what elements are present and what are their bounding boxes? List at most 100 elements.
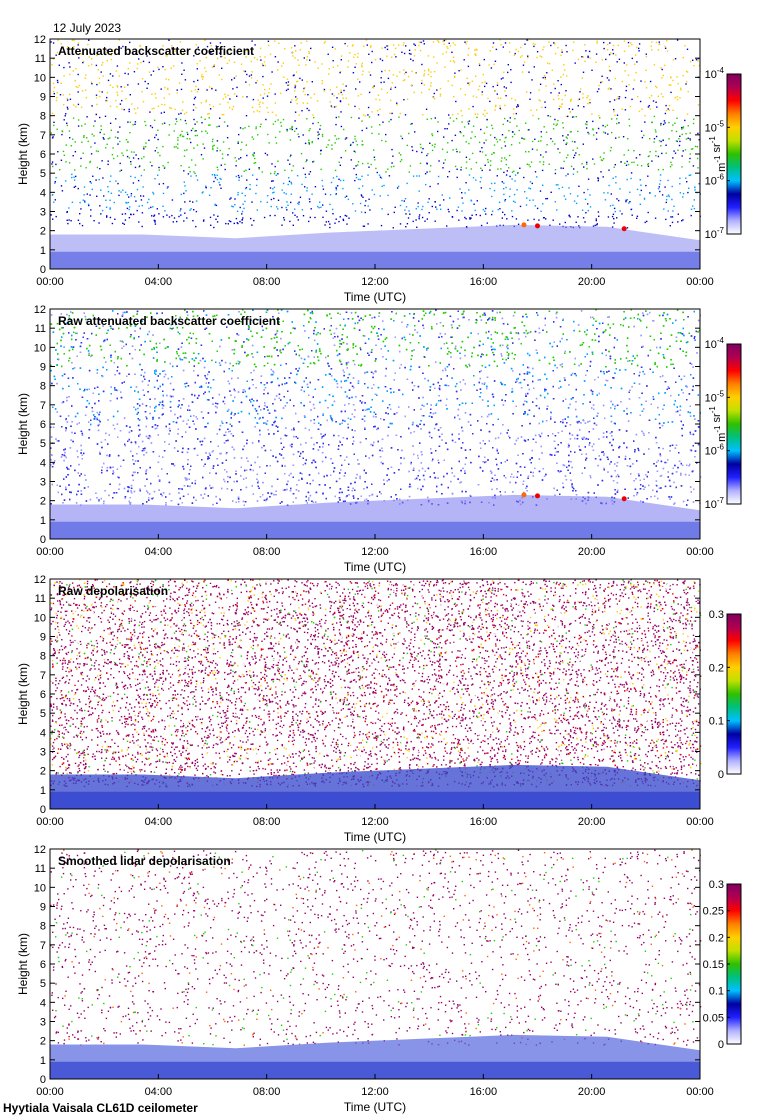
y-tick-label: 1 xyxy=(40,785,46,797)
y-tick-label: 0 xyxy=(40,264,46,276)
y-tick-label: 12 xyxy=(34,34,46,46)
y-tick-label: 6 xyxy=(40,959,46,971)
y-tick-label: 3 xyxy=(40,477,46,489)
colorbar-tick-label: 10-5 xyxy=(705,389,725,404)
y-axis-label: Height (km) xyxy=(16,393,30,455)
x-tick-label: 00:00 xyxy=(686,546,714,558)
colorbar-tick-label: 0 xyxy=(718,1039,724,1051)
y-tick-label: 10 xyxy=(34,342,46,354)
x-tick-label: 20:00 xyxy=(578,546,606,558)
y-tick-label: 11 xyxy=(35,863,46,875)
colorbar-tick-label: 0.25 xyxy=(703,906,724,918)
y-tick-label: 6 xyxy=(40,689,46,701)
y-axis-label: Height (km) xyxy=(16,663,30,725)
y-tick-label: 5 xyxy=(40,708,46,720)
panel-title: Attenuated backscatter coefficient xyxy=(58,44,254,58)
panel-title: Raw depolarisation xyxy=(58,584,168,598)
y-axis-label: Height (km) xyxy=(16,933,30,995)
ceilometer-figure: 012345678910111200:00 04:00 08:00 12:00 16:0… xyxy=(0,0,780,1120)
y-tick-label: 6 xyxy=(40,149,46,161)
y-tick-label: 1 xyxy=(40,1055,46,1067)
y-tick-label: 12 xyxy=(34,844,46,856)
colorbar-tick-label: 0.2 xyxy=(709,932,724,944)
x-axis-label: Time (UTC) xyxy=(344,1100,406,1114)
x-tick-label: 08:00 xyxy=(253,1086,281,1098)
y-tick-label: 10 xyxy=(34,72,46,84)
colorbar-tick-label: 0.05 xyxy=(703,1012,724,1024)
x-tick-label: 04:00 xyxy=(145,1086,173,1098)
colorbar-tick-label: 10-4 xyxy=(705,336,725,351)
x-tick-label: 12:00 xyxy=(361,546,389,558)
x-tick-label: 16:00 xyxy=(470,1086,498,1098)
x-tick-label: 00:00 xyxy=(36,546,64,558)
x-tick-label: 12:00 xyxy=(361,816,389,828)
cloud-cell xyxy=(535,223,540,228)
x-tick-label: 00:00 xyxy=(36,276,64,288)
cloud-cell xyxy=(622,496,627,501)
y-tick-label: 4 xyxy=(40,457,46,469)
y-tick-label: 6 xyxy=(40,419,46,431)
y-tick-label: 3 xyxy=(40,747,46,759)
y-tick-label: 0 xyxy=(40,804,46,816)
cloud-cell xyxy=(521,222,526,227)
x-tick-label: 00:00 xyxy=(36,816,64,828)
y-tick-label: 9 xyxy=(40,92,46,104)
y-tick-label: 7 xyxy=(40,130,46,142)
colorbar-tick-label: 0.3 xyxy=(709,609,724,621)
x-tick-label: 08:00 xyxy=(253,276,281,288)
y-tick-label: 3 xyxy=(40,1017,46,1029)
y-tick-label: 4 xyxy=(40,997,46,1009)
y-axis-label: Height (km) xyxy=(16,123,30,185)
x-tick-label: 08:00 xyxy=(253,546,281,558)
panel-title: Raw attenuated backscatter coefficient xyxy=(58,314,280,328)
colorbar-tick-label: 0.1 xyxy=(709,986,724,998)
x-tick-label: 00:00 xyxy=(36,1086,64,1098)
x-tick-label: 08:00 xyxy=(253,816,281,828)
x-tick-label: 20:00 xyxy=(578,276,606,288)
colorbar-tick-label: 10-6 xyxy=(705,173,725,188)
y-tick-label: 5 xyxy=(40,168,46,180)
y-tick-label: 11 xyxy=(35,53,46,65)
y-tick-label: 7 xyxy=(40,940,46,952)
cloud-cell xyxy=(521,492,526,497)
colorbar-tick-label: 0.3 xyxy=(709,879,724,891)
y-tick-label: 2 xyxy=(40,766,46,778)
x-tick-label: 20:00 xyxy=(578,1086,606,1098)
y-tick-label: 10 xyxy=(34,882,46,894)
x-tick-label: 04:00 xyxy=(145,276,173,288)
x-tick-label: 04:00 xyxy=(145,546,173,558)
x-tick-label: 16:00 xyxy=(470,276,498,288)
y-tick-label: 11 xyxy=(35,323,46,335)
y-tick-label: 8 xyxy=(40,381,46,393)
y-tick-label: 10 xyxy=(34,612,46,624)
y-tick-label: 2 xyxy=(40,1036,46,1048)
x-axis-label: Time (UTC) xyxy=(344,830,406,844)
x-tick-label: 04:00 xyxy=(145,816,173,828)
colorbar-tick-label: 0.15 xyxy=(703,959,724,971)
y-tick-label: 8 xyxy=(40,651,46,663)
colorbar-tick-label: 10-4 xyxy=(705,66,725,81)
panel-title: Smoothed lidar depolarisation xyxy=(58,854,231,868)
cloud-cell xyxy=(622,226,627,231)
colorbar-tick-label: 0.2 xyxy=(709,662,724,674)
y-tick-label: 3 xyxy=(40,207,46,219)
colorbar-tick-label: 10-7 xyxy=(705,496,725,511)
colorbar-tick-label: 0 xyxy=(718,769,724,781)
colorbar-unit: m-1 sr-1 xyxy=(708,136,728,172)
y-tick-label: 2 xyxy=(40,496,46,508)
y-tick-label: 0 xyxy=(40,534,46,546)
y-tick-label: 4 xyxy=(40,187,46,199)
y-tick-label: 1 xyxy=(40,245,46,257)
colorbar-tick-label: 10-6 xyxy=(705,443,725,458)
y-tick-label: 12 xyxy=(34,574,46,586)
y-tick-label: 2 xyxy=(40,226,46,238)
x-tick-label: 20:00 xyxy=(578,816,606,828)
y-tick-label: 0 xyxy=(40,1074,46,1086)
x-tick-label: 00:00 xyxy=(686,1086,714,1098)
y-tick-label: 5 xyxy=(40,438,46,450)
y-tick-label: 1 xyxy=(40,515,46,527)
x-tick-label: 00:00 xyxy=(686,816,714,828)
